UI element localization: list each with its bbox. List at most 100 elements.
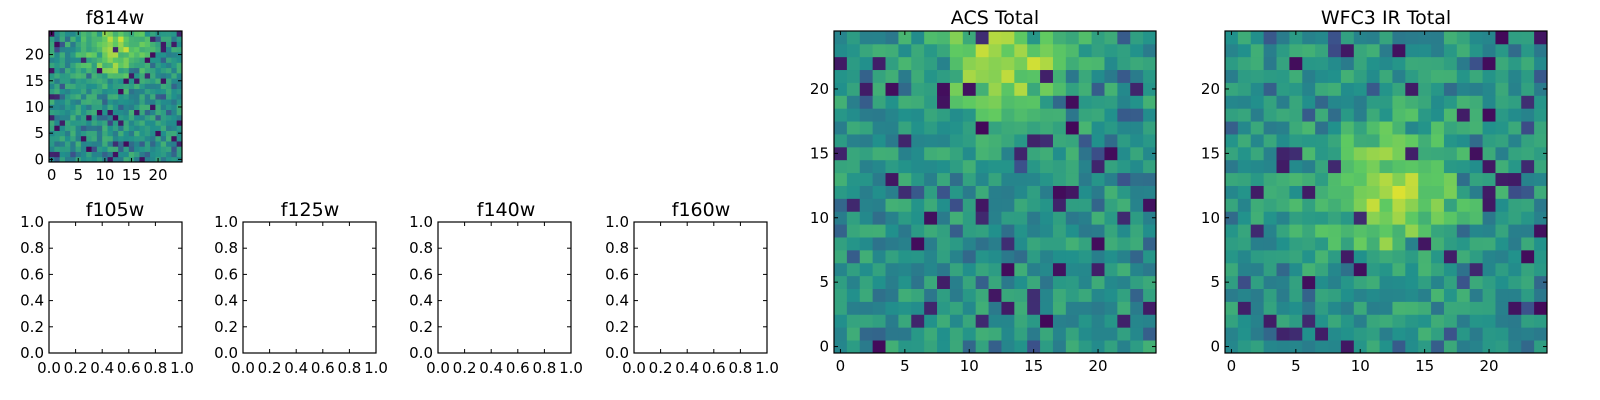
heatmap-cell (160, 99, 167, 105)
heatmap-cell (70, 88, 76, 95)
heatmap-cell (91, 41, 98, 48)
heatmap-cell (1091, 31, 1105, 45)
heatmap-cell (107, 104, 114, 110)
heatmap-cell (1250, 198, 1265, 212)
heatmap-cell (1040, 327, 1054, 341)
heatmap-cell (49, 125, 55, 131)
heatmap-cell (975, 211, 989, 225)
heatmap-cell (1353, 146, 1368, 161)
heatmap-cell (1353, 288, 1368, 302)
panel-f105w: f105w 0.0 0.2 0.4 0.6 0.8 1.00.00.20.40.60.81… (20, 199, 194, 377)
heatmap-cell (962, 56, 977, 71)
heatmap-cell (123, 78, 130, 84)
heatmap-cell (846, 121, 861, 135)
heatmap-cell (54, 57, 61, 63)
heatmap-cell (1456, 43, 1471, 58)
heatmap-cell (123, 93, 130, 100)
x-tick-label: 0.4 (675, 359, 699, 377)
heatmap-cell (1521, 95, 1535, 109)
heatmap-cell (1065, 340, 1080, 354)
heatmap-cell (128, 130, 135, 137)
heatmap-cell (1040, 134, 1054, 148)
heatmap-cell (1353, 172, 1368, 186)
heatmap-cell (75, 125, 82, 131)
heatmap-cell (1104, 340, 1118, 354)
heatmap-cell (1495, 327, 1509, 341)
heatmap-cell (937, 262, 951, 277)
heatmap-cell (171, 141, 178, 147)
heatmap-cell (1225, 159, 1239, 174)
heatmap-cell (150, 146, 156, 152)
heatmap-cell (1263, 95, 1277, 109)
heatmap-cell (1225, 134, 1239, 148)
heatmap-cell (1495, 314, 1509, 328)
heatmap-cell (1040, 301, 1054, 315)
heatmap-cell (171, 67, 178, 74)
heatmap-cell (112, 83, 119, 90)
heatmap-cell (1405, 69, 1419, 83)
heatmap-cell (70, 57, 76, 63)
heatmap-cell (1143, 82, 1157, 96)
heatmap-cell (128, 88, 135, 95)
heatmap-cell (112, 156, 119, 163)
heatmap-cell (64, 51, 71, 58)
heatmap-cell (1237, 262, 1252, 277)
heatmap-cell (1040, 56, 1054, 71)
x-tick-label: 0.6 (311, 359, 335, 377)
heatmap-cell (1130, 95, 1144, 109)
heatmap-cell (1328, 121, 1342, 135)
heatmap-cell (1065, 288, 1080, 302)
heatmap-cell (1495, 134, 1509, 148)
heatmap-cell (1302, 211, 1316, 225)
heatmap-cell (1508, 134, 1522, 148)
heatmap-cell (1495, 69, 1509, 83)
heatmap-cell (144, 99, 151, 105)
heatmap-cell (59, 135, 66, 142)
heatmap-cell (1315, 314, 1329, 328)
heatmap-cell (1521, 31, 1535, 45)
heatmap-cell (1392, 237, 1406, 251)
heatmap-cell (54, 83, 61, 90)
heatmap-cell (1340, 301, 1355, 315)
heatmap-cell (1328, 327, 1342, 341)
heatmap-cell (859, 301, 874, 315)
heatmap-cell (1521, 224, 1535, 238)
heatmap-cell (924, 56, 938, 71)
heatmap-cell (1117, 340, 1131, 354)
heatmap-cell (49, 83, 55, 90)
heatmap-cell (1027, 301, 1041, 315)
heatmap-cell (1469, 275, 1483, 289)
heatmap-cell (128, 99, 135, 105)
heatmap-cell (54, 36, 61, 42)
heatmap-cell (171, 46, 178, 53)
heatmap-cell (1143, 56, 1157, 71)
heatmap-cell (1040, 121, 1054, 135)
heatmap-cell (128, 57, 135, 63)
heatmap-cell (1353, 185, 1368, 199)
heatmap-cell (59, 141, 66, 147)
heatmap-cell (1418, 172, 1432, 186)
heatmap-cell (1104, 211, 1118, 225)
heatmap-cell (1027, 159, 1041, 174)
heatmap-cell (80, 88, 87, 95)
heatmap-cell (962, 108, 977, 122)
x-tick-label: 1.0 (170, 359, 194, 377)
heatmap-cell (1065, 172, 1080, 186)
heatmap-cell (59, 130, 66, 137)
heatmap-cell (1130, 121, 1144, 135)
heatmap-cell (1130, 43, 1144, 58)
x-tick-label: 0.4 (479, 359, 503, 377)
heatmap-cell (144, 141, 151, 147)
heatmap-cell (834, 121, 848, 135)
heatmap-cell (1379, 288, 1393, 302)
heatmap-cell (859, 121, 874, 135)
x-tick-label: 0 (836, 357, 846, 375)
heatmap-cell (70, 31, 76, 37)
heatmap-cell (139, 99, 146, 105)
heatmap-cell (64, 31, 71, 37)
heatmap-cell (1521, 56, 1535, 71)
heatmap-cell (937, 172, 951, 186)
heatmap-cell (1392, 146, 1406, 161)
heatmap-cell (1027, 340, 1041, 354)
heatmap-cell (112, 130, 119, 137)
